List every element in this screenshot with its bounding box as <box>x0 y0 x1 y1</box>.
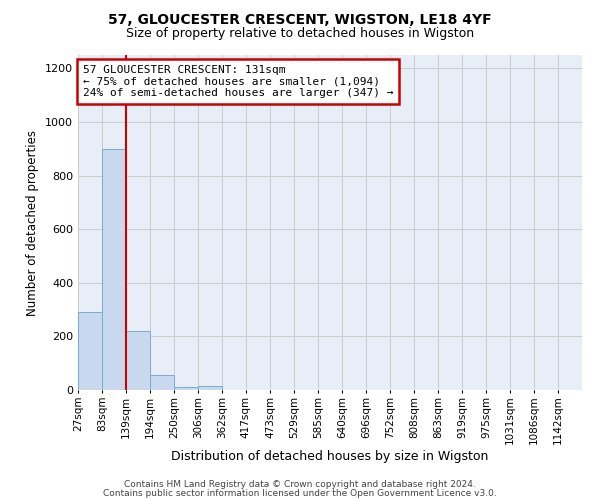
Bar <box>126 331 151 390</box>
Bar <box>174 388 198 390</box>
Text: Size of property relative to detached houses in Wigston: Size of property relative to detached ho… <box>126 28 474 40</box>
Bar <box>150 376 174 390</box>
Text: Contains HM Land Registry data © Crown copyright and database right 2024.: Contains HM Land Registry data © Crown c… <box>124 480 476 489</box>
Text: 57, GLOUCESTER CRESCENT, WIGSTON, LE18 4YF: 57, GLOUCESTER CRESCENT, WIGSTON, LE18 4… <box>108 12 492 26</box>
Text: 57 GLOUCESTER CRESCENT: 131sqm
← 75% of detached houses are smaller (1,094)
24% : 57 GLOUCESTER CRESCENT: 131sqm ← 75% of … <box>83 65 394 98</box>
Bar <box>78 312 102 390</box>
Bar <box>198 386 222 390</box>
Text: Contains public sector information licensed under the Open Government Licence v3: Contains public sector information licen… <box>103 488 497 498</box>
Y-axis label: Number of detached properties: Number of detached properties <box>26 130 40 316</box>
Bar <box>102 149 126 390</box>
X-axis label: Distribution of detached houses by size in Wigston: Distribution of detached houses by size … <box>172 450 488 463</box>
